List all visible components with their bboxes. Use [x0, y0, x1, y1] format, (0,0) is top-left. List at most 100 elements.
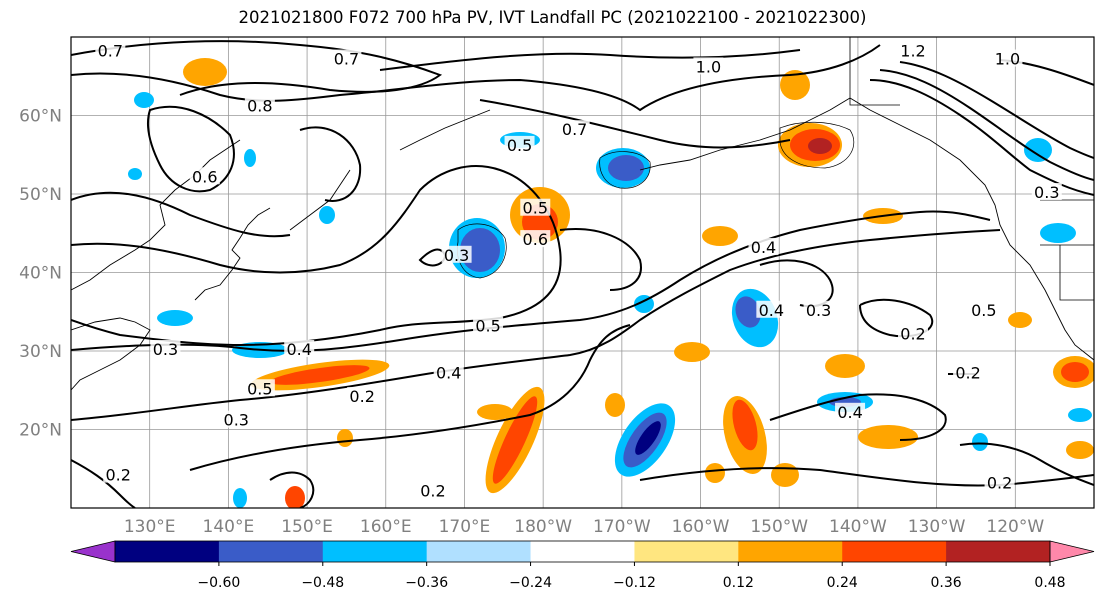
contour-label: 0.4 [751, 238, 776, 257]
longitude-tick-label: 140°W [829, 517, 887, 537]
map-frame [70, 36, 1095, 509]
contour-label: 0.3 [153, 340, 178, 359]
longitude-labels: 130°E 140°E 150°E 160°E 170°E 180°W 170°W 160°W… [124, 517, 1045, 537]
colorbar-segment [842, 541, 947, 562]
contour-label-background [898, 324, 929, 342]
contour-label-background [473, 316, 504, 334]
colorbar-segment [946, 541, 1051, 562]
contour-label: 0.3 [444, 246, 469, 265]
longitude-tick-label: 170°E [439, 517, 491, 537]
colorbar-tick-label: 0.48 [1034, 575, 1065, 591]
colorbar: −0.60 −0.48 −0.36 −0.24 −0.12 0.12 0.24 0.36 0.4… [70, 540, 1095, 591]
contour-label: 0.5 [247, 379, 272, 398]
contour-label-background [1031, 183, 1062, 200]
contour-label: 0.4 [286, 340, 311, 359]
contour-label-background [284, 340, 315, 357]
latitude-tick-label: 50°N [19, 185, 62, 205]
contour-label-background [693, 57, 724, 75]
colorbar-tick-label: −0.36 [405, 575, 448, 591]
contour-label: 0.2 [900, 324, 925, 343]
contour-label-background [417, 481, 448, 499]
contour-label: 1.0 [696, 57, 721, 76]
contour-label: 0.3 [224, 411, 249, 430]
colorbar-frame [114, 540, 1051, 563]
contour-label-background [504, 135, 535, 153]
contour-label-background [748, 237, 779, 255]
contour-label-background [835, 402, 866, 420]
contour-label: 0.5 [507, 136, 532, 155]
longitude-tick-label: 160°E [360, 517, 412, 537]
contour-label-background [244, 379, 275, 397]
contour-label-background [347, 387, 378, 405]
longitude-tick-label: 150°E [281, 517, 333, 537]
contour-label: 0.2 [349, 387, 374, 406]
colorbar-tick-label: −0.12 [613, 575, 656, 591]
colorbar-segment [530, 541, 635, 562]
contour-label-background [244, 96, 275, 114]
contour-label-background [520, 230, 551, 248]
contour-labels: 0.7 0.7 1.0 1.2 1.0 0.8 0.7 0.5 0.6 0.5 0.6 0.3 0.4 0… [95, 41, 1062, 500]
colorbar-under-arrow [70, 540, 116, 563]
contour-label: 0.2 [955, 364, 980, 383]
contour-label-background [803, 300, 834, 318]
colorbar-tick-label: −0.48 [301, 575, 344, 591]
contour-label-background [953, 363, 984, 381]
colorbar-segment [738, 541, 843, 562]
contour-label: 0.8 [247, 97, 272, 116]
latitude-labels: 60°N 50°N 40°N 30°N 20°N [19, 107, 62, 441]
contour-label: 0.6 [192, 167, 217, 186]
colorbar-segment [218, 541, 324, 562]
colorbar-tick-label: 0.24 [827, 575, 858, 591]
longitude-tick-label: 140°E [203, 517, 255, 537]
contour-label: 0.4 [436, 364, 461, 383]
longitude-tick-label: 170°W [593, 517, 651, 537]
contour-label-background [968, 300, 999, 318]
contour-label: 0.4 [759, 301, 784, 320]
contour-label-background [984, 473, 1015, 491]
contour-label: 0.6 [523, 230, 548, 249]
longitude-tick-label: 120°W [986, 517, 1044, 537]
contour-label-background [520, 198, 551, 216]
figure-title: 2021021800 F072 700 hPa PV, IVT Landfall… [238, 8, 867, 27]
contour-label-background [103, 465, 134, 483]
longitude-tick-label: 130°E [124, 517, 176, 537]
longitude-tick-label: 180°W [514, 517, 572, 537]
contour-label: 0.7 [562, 120, 587, 139]
contour-label: 1.2 [900, 42, 925, 61]
contour-label: 0.4 [837, 403, 862, 422]
colorbar-tick-label: −0.24 [509, 575, 552, 591]
colorbar-segment [115, 541, 220, 562]
contour-label-background [559, 120, 590, 138]
latitude-tick-label: 30°N [19, 342, 62, 362]
colorbar-segment [634, 541, 739, 562]
colorbar-segment [426, 541, 532, 562]
contour-label: 0.3 [1034, 183, 1059, 202]
contour-label: 0.5 [971, 301, 996, 320]
longitude-tick-label: 160°W [672, 517, 730, 537]
contour-label-background [898, 41, 929, 59]
colorbar-over-arrow [1049, 540, 1095, 563]
contour-label: 0.2 [420, 481, 445, 500]
latitude-tick-label: 60°N [19, 107, 62, 127]
contour-label: 1.0 [995, 50, 1020, 69]
contour-label-background [756, 300, 787, 318]
contour-label-background [150, 340, 181, 357]
contour-label-background [221, 410, 252, 428]
graticule [71, 37, 1094, 508]
contour-label: 0.7 [98, 42, 123, 61]
contour-label: 0.5 [523, 199, 548, 218]
contour-label-background [992, 49, 1023, 67]
pv-contours [71, 40, 1094, 508]
contour-label: 0.3 [806, 301, 831, 320]
contour-label: 0.7 [334, 50, 359, 69]
contour-label: 0.2 [105, 466, 130, 485]
colorbar-tick-label: −0.60 [197, 575, 240, 591]
contour-label-background [95, 41, 126, 59]
contour-label-background [189, 167, 220, 185]
latitude-tick-label: 40°N [19, 264, 62, 284]
longitude-tick-label: 130°W [908, 517, 966, 537]
longitude-tick-label: 150°W [750, 517, 808, 537]
colorbar-segment [322, 541, 428, 562]
